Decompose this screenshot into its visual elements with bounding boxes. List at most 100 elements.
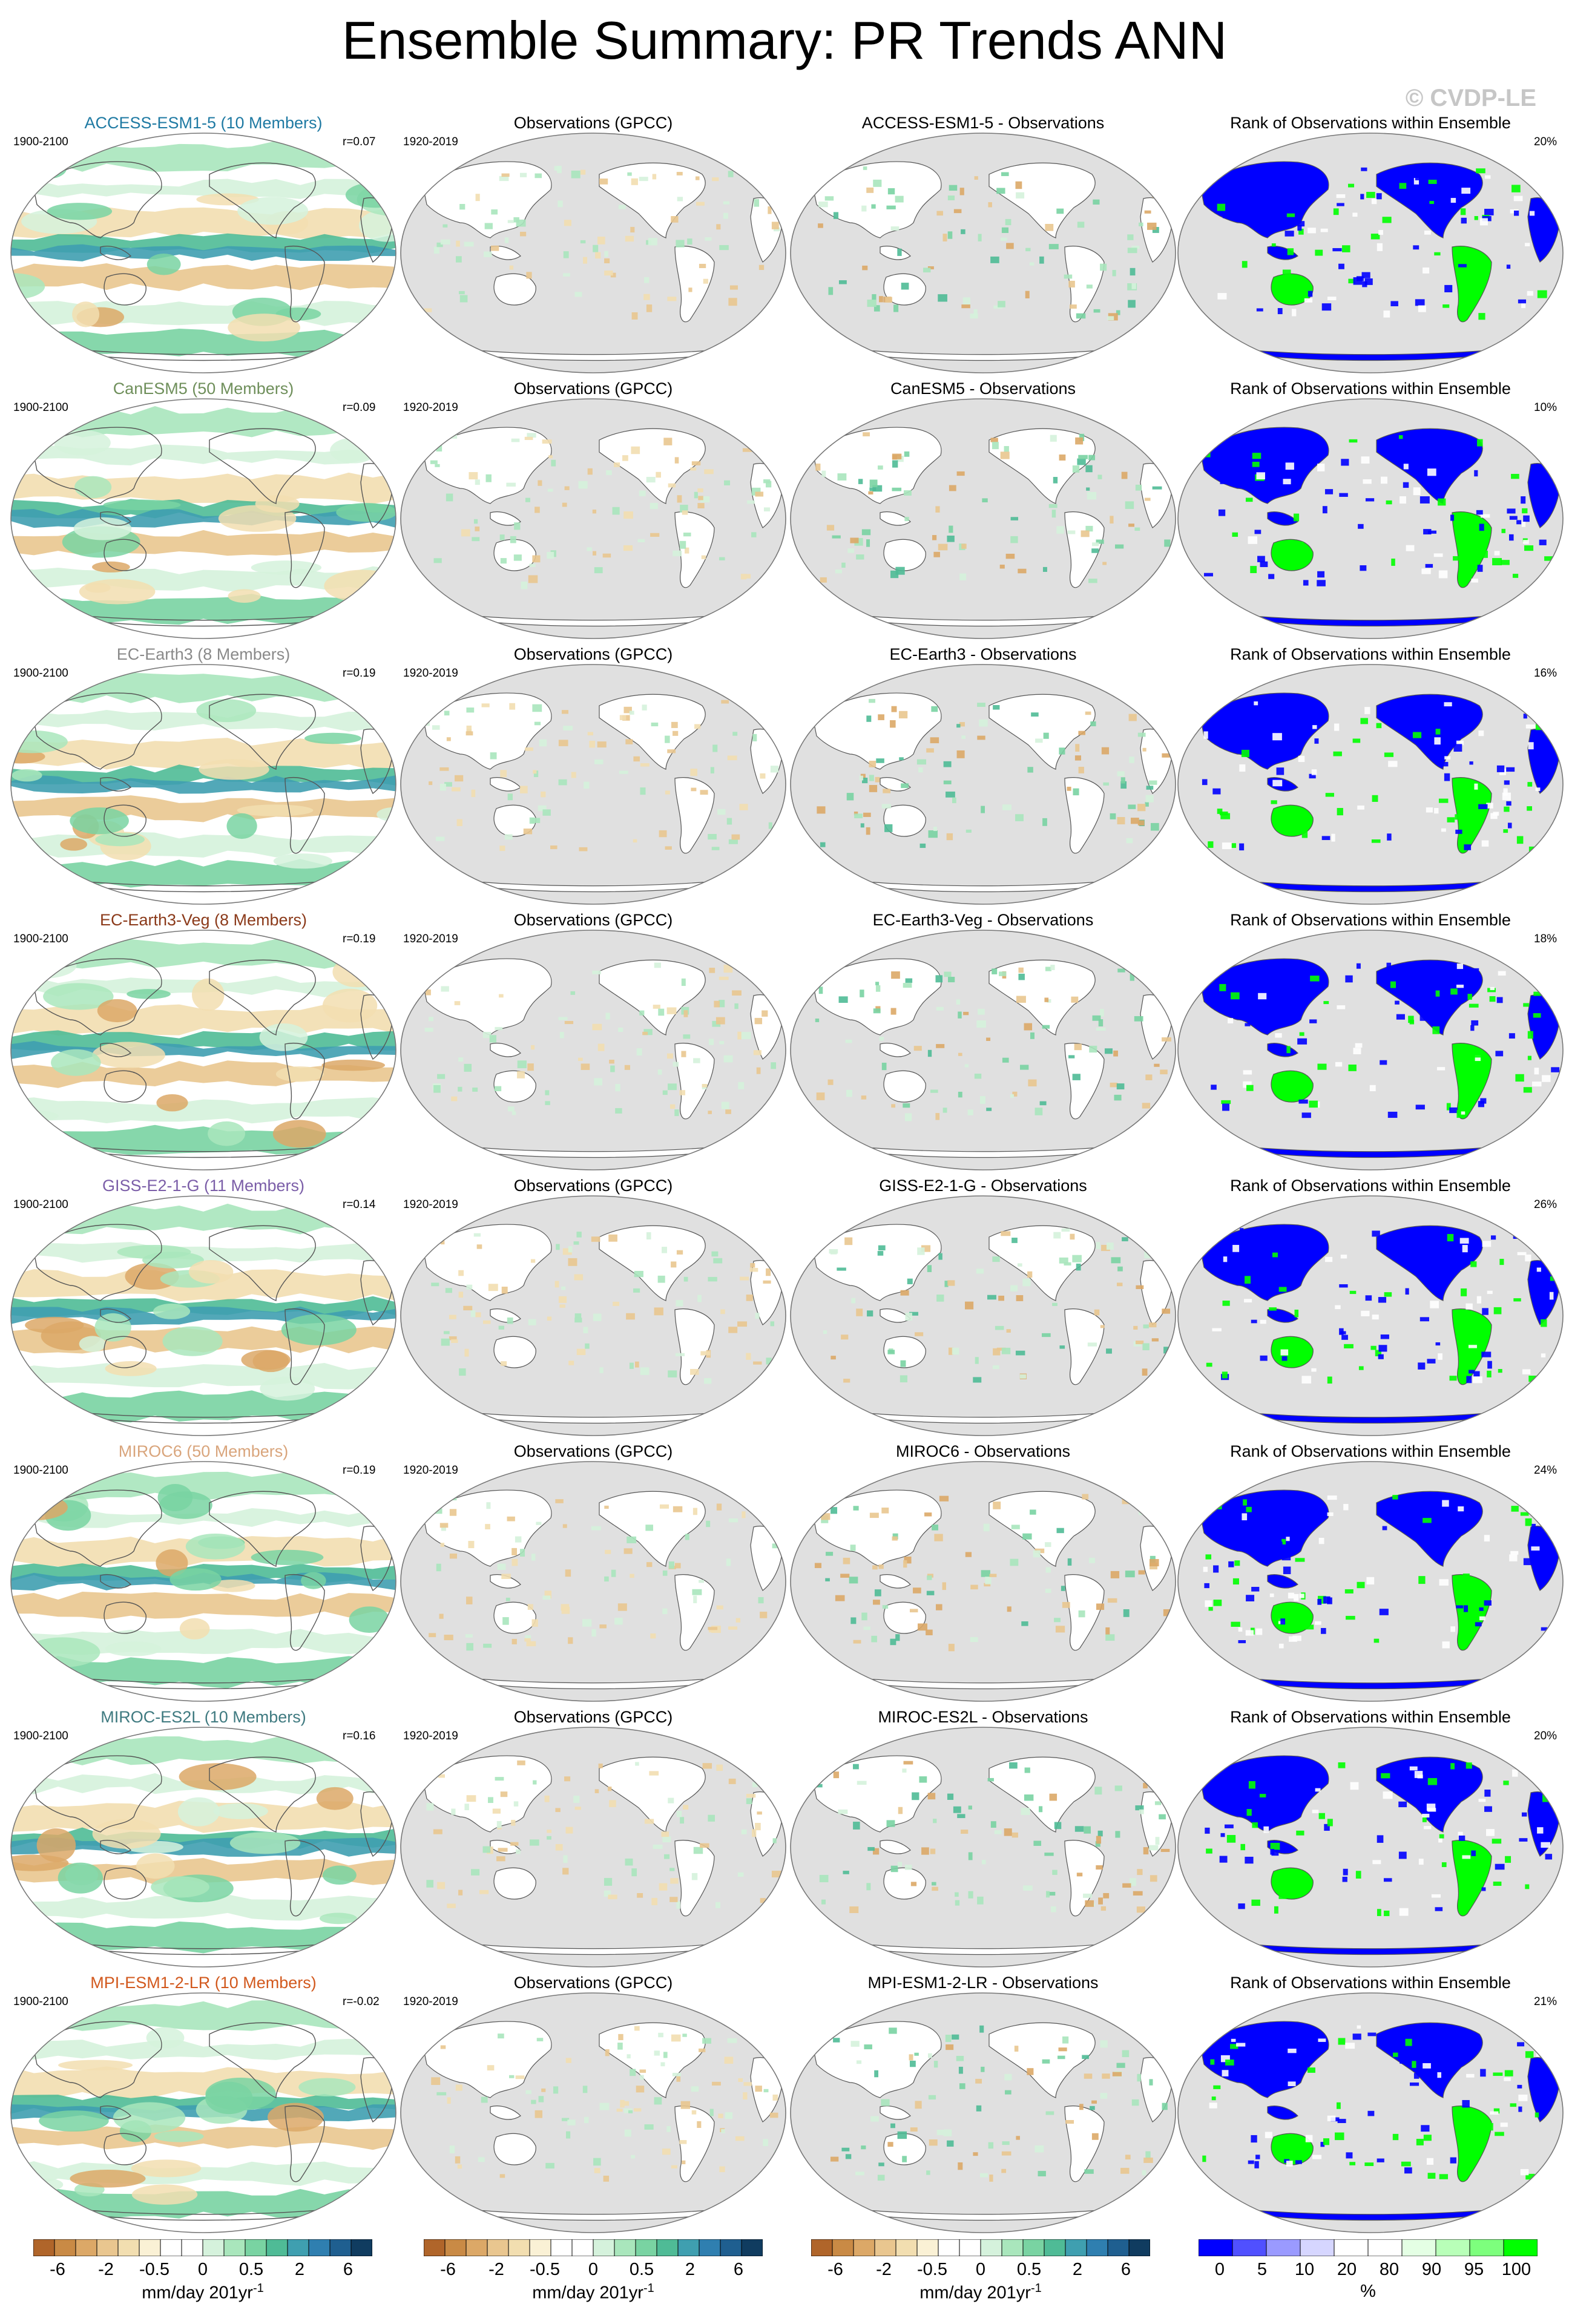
colorbar-model-swatch: [350, 2239, 372, 2256]
rank-percent: 18%: [1534, 933, 1557, 945]
colorbar-model: [33, 2239, 372, 2256]
colorbar-obs-swatch: [593, 2239, 615, 2256]
model-period: 1900-2100: [13, 1995, 68, 2008]
panel-title-rank: Rank of Observations within Ensemble: [1230, 1442, 1511, 1460]
colorbar-rank-swatch: [1300, 2239, 1335, 2256]
map-obs-1: [400, 133, 786, 373]
map-model-7: [10, 1727, 396, 1968]
map-obs-2: [400, 398, 786, 639]
figure-title: Ensemble Summary: PR Trends ANN: [341, 10, 1228, 70]
colorbar-obs-swatch: [720, 2239, 742, 2256]
correlation: r=0.07: [343, 136, 376, 148]
colorbar-rank-swatch: [1232, 2239, 1267, 2256]
colorbar-diff-swatch: [832, 2239, 854, 2256]
colorbar-diff: [811, 2239, 1150, 2256]
colorbar-diff-swatch: [874, 2239, 896, 2256]
colorbar-diff-swatch: [916, 2239, 939, 2256]
panel-title-model: CanESM5 (50 Members): [113, 379, 294, 398]
colorbar-model-swatch: [266, 2239, 288, 2256]
panel-title-obs: Observations (GPCC): [513, 911, 673, 929]
map-diff-8: [790, 1992, 1176, 2233]
panel-title-diff: EC-Earth3 - Observations: [889, 645, 1077, 663]
colorbar-model-tick: 0.5: [238, 2260, 264, 2279]
colorbar-rank-swatch: [1503, 2239, 1538, 2256]
map-obs-6: [400, 1461, 786, 1702]
panel-title-obs: Observations (GPCC): [513, 114, 673, 132]
correlation: r=0.14: [343, 1198, 376, 1211]
map-model-5: [10, 1195, 396, 1436]
colorbar-model-swatch: [202, 2239, 225, 2256]
panel-title-obs: Observations (GPCC): [513, 645, 673, 663]
correlation: r=0.16: [343, 1730, 376, 1742]
colorbar-obs-swatch: [614, 2239, 636, 2256]
colorbar-obs-label-exponent: -1: [643, 2282, 654, 2295]
obs-period: 1920-2019: [403, 1995, 458, 2008]
panel-title-rank: Rank of Observations within Ensemble: [1230, 1177, 1511, 1195]
rank-percent: 26%: [1534, 1198, 1557, 1211]
map-model-1: [10, 133, 396, 373]
colorbar-obs-swatch: [487, 2239, 509, 2256]
map-diff-2: [790, 398, 1176, 639]
panel-title-rank: Rank of Observations within Ensemble: [1230, 379, 1511, 398]
colorbar-model-swatch: [139, 2239, 161, 2256]
colorbar-model-tick: 6: [343, 2260, 354, 2279]
colorbar-diff-tick: 0: [975, 2260, 986, 2279]
rank-percent: 24%: [1534, 1464, 1557, 1477]
colorbar-rank-tick: 5: [1257, 2260, 1268, 2279]
obs-period: 1920-2019: [403, 1730, 458, 1742]
correlation: r=-0.02: [343, 1995, 380, 2008]
map-obs-4: [400, 930, 786, 1170]
obs-period: 1920-2019: [403, 933, 458, 945]
obs-period: 1920-2019: [403, 667, 458, 680]
colorbar-obs-swatch: [444, 2239, 467, 2256]
colorbar-rank-swatch: [1469, 2239, 1504, 2256]
map-diff-4: [790, 930, 1176, 1170]
colorbar-diff-swatch: [1107, 2239, 1130, 2256]
model-period: 1900-2100: [13, 401, 68, 414]
colorbar-obs-swatch: [508, 2239, 530, 2256]
colorbar-diff-swatch: [959, 2239, 981, 2256]
colorbar-rank-swatch: [1199, 2239, 1233, 2256]
colorbar-diff-tick: -0.5: [917, 2260, 947, 2279]
panel-title-model: ACCESS-ESM1-5 (10 Members): [84, 114, 323, 132]
colorbar-obs-label: mm/day 201yr-1: [532, 2282, 654, 2303]
colorbar-diff-tick: 2: [1072, 2260, 1083, 2279]
map-model-6: [10, 1461, 396, 1702]
rank-percent: 10%: [1534, 401, 1557, 414]
colorbar-diff-swatch: [895, 2239, 918, 2256]
obs-period: 1920-2019: [403, 401, 458, 414]
colorbar-obs-swatch: [465, 2239, 488, 2256]
colorbar-obs: [424, 2239, 763, 2256]
colorbar-model-tick: 2: [294, 2260, 305, 2279]
panel-title-diff: MIROC-ES2L - Observations: [878, 1708, 1088, 1726]
panel-title-diff: EC-Earth3-Veg - Observations: [872, 911, 1094, 929]
colorbar-model-swatch: [308, 2239, 331, 2256]
colorbar-diff-swatch: [980, 2239, 1002, 2256]
colorbar-diff-swatch: [1044, 2239, 1066, 2256]
panel-title-diff: CanESM5 - Observations: [890, 379, 1076, 398]
colorbar-obs-tick: 0: [588, 2260, 599, 2279]
map-model-8: [10, 1992, 396, 2233]
colorbar-model-label-exponent: -1: [252, 2282, 264, 2295]
colorbar-diff-tick: -6: [827, 2260, 843, 2279]
map-rank-2: [1177, 398, 1564, 639]
colorbar-diff-label-exponent: -1: [1030, 2282, 1042, 2295]
map-diff-1: [790, 133, 1176, 373]
colorbar-rank-swatch: [1334, 2239, 1369, 2256]
panel-title-model: EC-Earth3-Veg (8 Members): [99, 911, 308, 929]
colorbar-diff-swatch: [1001, 2239, 1024, 2256]
model-period: 1900-2100: [13, 1198, 68, 1211]
panel-title-diff: ACCESS-ESM1-5 - Observations: [861, 114, 1105, 132]
rank-percent: 20%: [1534, 1730, 1557, 1742]
rank-percent: 16%: [1534, 667, 1557, 680]
colorbar-model-swatch: [117, 2239, 140, 2256]
map-rank-6: [1177, 1461, 1564, 1702]
colorbar-rank-swatch: [1266, 2239, 1301, 2256]
panel-title-diff: MIROC6 - Observations: [895, 1442, 1071, 1460]
model-period: 1900-2100: [13, 667, 68, 680]
colorbar-diff-swatch: [1128, 2239, 1150, 2256]
colorbar-diff-tick: 0.5: [1016, 2260, 1042, 2279]
colorbar-obs-tick: -6: [440, 2260, 456, 2279]
panel-title-model: GISS-E2-1-G (11 Members): [102, 1177, 305, 1195]
